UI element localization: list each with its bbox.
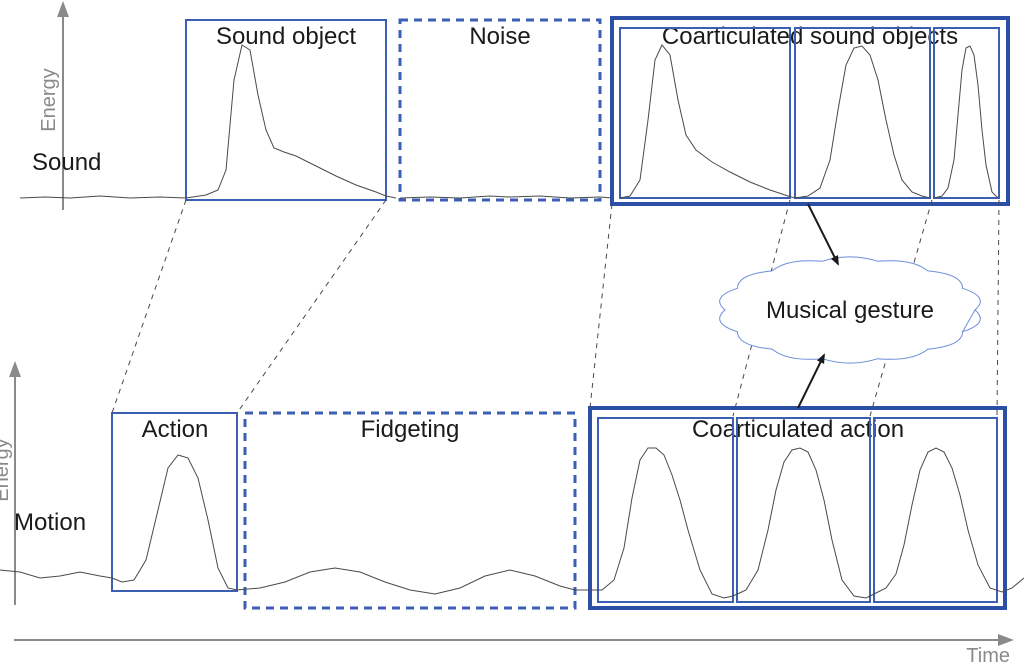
fidgeting-label: Fidgeting <box>361 416 460 443</box>
lower-panel: Energy Motion Action Fidgeting Coarticul… <box>0 365 1024 608</box>
coarticulated-action-label: Coarticulated action <box>692 416 904 443</box>
coarticulated-action-sub2 <box>737 418 870 602</box>
time-axis-label: Time <box>966 645 1010 667</box>
cloud-arrow <box>808 204 838 264</box>
coarticulated-sound-box: Coarticulated sound objects <box>612 18 1008 204</box>
sound-section-label: Sound <box>32 149 101 176</box>
cloud-arrow <box>798 355 824 408</box>
correspondence-line <box>237 200 386 413</box>
action-curve <box>112 455 237 590</box>
sound-object-box: Sound object <box>186 20 396 200</box>
co-action-curve2 <box>733 448 874 598</box>
noise-curve <box>400 196 612 198</box>
coarticulated-action-sub1 <box>598 418 733 602</box>
action-label: Action <box>142 416 209 443</box>
sound-object-label: Sound object <box>216 23 356 50</box>
fidgeting-curve <box>237 568 590 594</box>
upper-energy-label: Energy <box>38 68 60 131</box>
noise-label: Noise <box>469 23 530 50</box>
co-sound-curve2 <box>795 46 930 198</box>
coarticulated-sound-sub2 <box>795 28 930 198</box>
musical-gesture-label: Musical gesture <box>766 297 934 324</box>
co-action-curve1 <box>590 448 733 598</box>
correspondence-line <box>997 200 999 416</box>
musical-gesture-cloud: Musical gesture <box>720 257 981 363</box>
correspondence-line <box>590 204 612 408</box>
co-action-curve3 <box>874 448 1024 594</box>
action-box: Action <box>112 413 237 591</box>
coarticulated-action-sub3 <box>874 418 997 602</box>
noise-box: Noise <box>400 20 612 200</box>
correspondence-line <box>112 200 186 413</box>
co-sound-curve1 <box>620 45 795 198</box>
upper-panel: Energy Sound Sound object Noise Coarticu… <box>20 5 1008 210</box>
sound-pre-baseline <box>20 196 186 198</box>
lower-energy-label: Energy <box>0 438 13 501</box>
sound-object-curve <box>186 45 396 198</box>
co-sound-curve3 <box>934 46 998 198</box>
motion-pre-baseline <box>0 570 112 578</box>
coarticulated-sound-sub3 <box>934 28 999 198</box>
diagram-canvas: Energy Sound Sound object Noise Coarticu… <box>0 0 1024 672</box>
motion-section-label: Motion <box>14 509 86 536</box>
coarticulated-sound-sub1 <box>620 28 790 198</box>
fidgeting-box: Fidgeting <box>237 413 590 608</box>
coarticulated-action-box: Coarticulated action <box>590 408 1024 608</box>
